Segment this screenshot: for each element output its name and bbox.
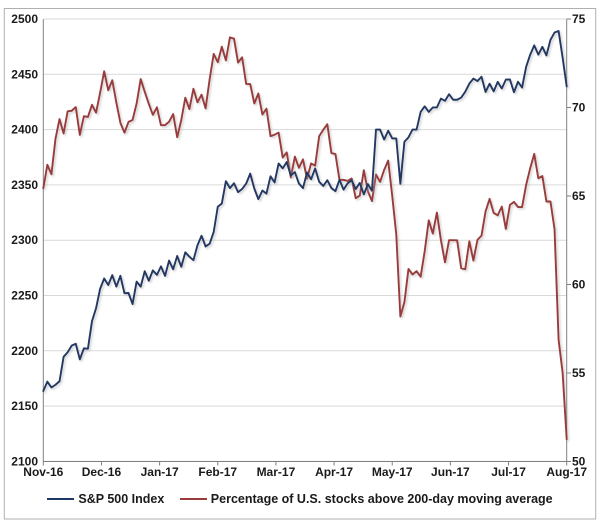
svg-text:2400: 2400 (11, 123, 38, 137)
svg-text:2350: 2350 (11, 178, 38, 192)
svg-text:Nov-16: Nov-16 (23, 465, 63, 479)
svg-text:55: 55 (572, 366, 586, 380)
svg-text:Aug-17: Aug-17 (546, 465, 587, 479)
svg-text:Jan-17: Jan-17 (141, 465, 179, 479)
svg-text:2150: 2150 (11, 399, 38, 413)
svg-text:Dec-16: Dec-16 (82, 465, 122, 479)
svg-text:Jul-17: Jul-17 (491, 465, 526, 479)
svg-text:2500: 2500 (11, 12, 38, 26)
svg-text:65: 65 (572, 189, 586, 203)
svg-text:Apr-17: Apr-17 (315, 465, 353, 479)
svg-text:Mar-17: Mar-17 (257, 465, 296, 479)
svg-text:2200: 2200 (11, 344, 38, 358)
svg-text:2450: 2450 (11, 67, 38, 81)
svg-text:2300: 2300 (11, 233, 38, 247)
svg-text:60: 60 (572, 278, 586, 292)
svg-text:May-17: May-17 (372, 465, 413, 479)
svg-text:Feb-17: Feb-17 (198, 465, 237, 479)
svg-text:70: 70 (572, 101, 586, 115)
svg-text:2250: 2250 (11, 289, 38, 303)
svg-text:Jun-17: Jun-17 (431, 465, 470, 479)
svg-text:75: 75 (572, 12, 586, 26)
